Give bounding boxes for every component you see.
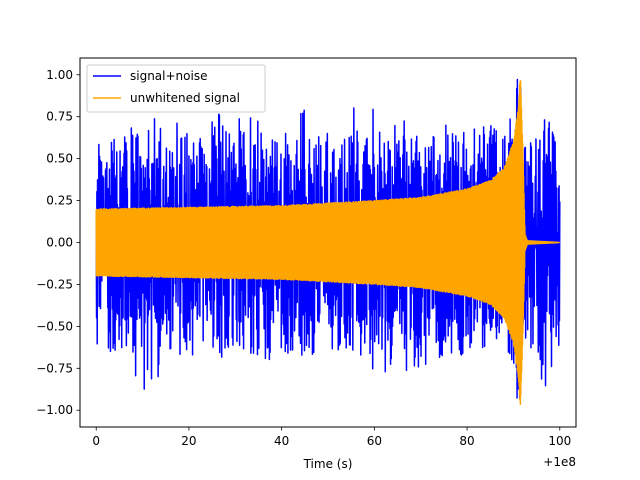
legend-label-signal-noise: signal+noise (130, 69, 207, 83)
y-axis: −1.00 −0.75 −0.50 −0.25 0.00 0.25 0.50 0.75 1.00 (36, 68, 80, 417)
y-tick-label: 0.50 (46, 152, 73, 166)
legend-label-unwhitened-signal: unwhitened signal (130, 91, 240, 105)
legend-box (86, 64, 266, 113)
y-tick-label: −0.50 (36, 319, 73, 333)
y-tick-label: −0.75 (36, 361, 73, 375)
y-tick-label: 0.00 (46, 236, 73, 250)
x-axis-label: Time (s) (303, 457, 353, 471)
x-tick-label: 80 (459, 434, 474, 448)
series-line-unwhitened-signal (95, 80, 561, 406)
x-tick-label: 40 (274, 434, 289, 448)
y-tick-label: −1.00 (36, 403, 73, 417)
series-layer (95, 78, 561, 406)
x-tick-label: 20 (181, 434, 196, 448)
y-tick-label: 0.75 (46, 110, 73, 124)
x-tick-label: 100 (548, 434, 571, 448)
y-tick-label: 0.25 (46, 194, 73, 208)
x-axis-offset-text: +1e8 (543, 455, 576, 469)
legend: signal+noise unwhitened signal (86, 64, 266, 113)
x-axis: 0 20 40 60 80 100 (92, 427, 571, 448)
x-tick-label: 0 (92, 434, 100, 448)
y-tick-label: −0.25 (36, 277, 73, 291)
x-tick-label: 60 (367, 434, 382, 448)
y-tick-label: 1.00 (46, 68, 73, 82)
